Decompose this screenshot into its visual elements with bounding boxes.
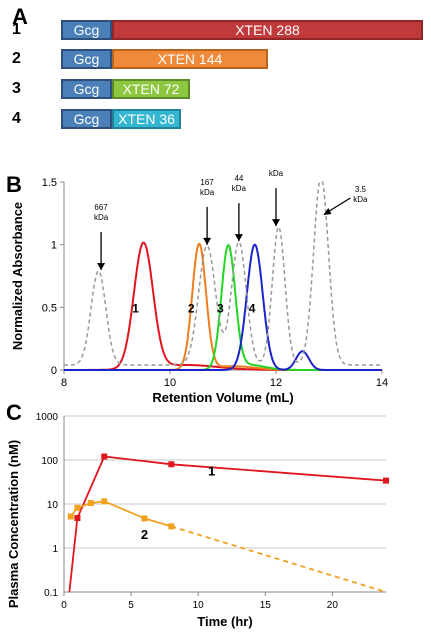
xten-segment: XTEN 144	[112, 49, 268, 69]
marker-label: 167	[200, 178, 214, 187]
series-label: 1	[208, 463, 215, 478]
series-label: 2	[141, 527, 148, 542]
construct-bar: Gcg XTEN 288	[61, 20, 423, 40]
marker-label: kDa	[200, 188, 215, 197]
construct-number: 2	[12, 50, 21, 67]
marker-label: kDa	[269, 170, 284, 178]
y-tick-label: 1	[51, 240, 57, 252]
series-line-1	[68, 455, 387, 593]
construct-number: 1	[12, 21, 21, 38]
peak-label: 2	[188, 301, 195, 315]
x-tick-label: 0	[61, 600, 67, 611]
y-tick-label: 1	[52, 544, 58, 555]
peak-label: 1	[132, 301, 139, 315]
xten-segment: XTEN 72	[112, 79, 190, 99]
x-tick-label: 5	[128, 600, 134, 611]
y-axis-title: Plasma Concentration (nM)	[6, 440, 21, 608]
data-point-1	[168, 461, 175, 468]
data-point-2	[87, 500, 94, 507]
panel-a-letter: A	[12, 4, 28, 29]
data-point-1	[101, 453, 108, 460]
construct-bar: Gcg XTEN 72	[61, 79, 190, 99]
construct-bar: Gcg XTEN 36	[61, 109, 181, 129]
x-axis-title: Time (hr)	[197, 614, 252, 629]
data-point-2	[141, 515, 148, 522]
y-tick-label: 0.5	[42, 302, 57, 314]
x-tick-label: 15	[260, 600, 272, 611]
marker-arrowhead	[323, 208, 332, 215]
xten-segment: XTEN 36	[112, 109, 181, 129]
construct-number: 3	[12, 80, 21, 97]
x-tick-label: 20	[327, 600, 339, 611]
marker-label: kDa	[94, 213, 109, 222]
x-tick-label: 14	[376, 377, 388, 389]
pk-chart: 0.1 1 10 100 1000 0 5 10 15 20 Time (hr) Plasma Con…	[6, 412, 389, 629]
marker-arrowhead	[97, 263, 106, 270]
x-tick-label: 12	[270, 377, 282, 389]
series-curve-4	[64, 243, 382, 371]
gcg-segment: Gcg	[61, 49, 112, 69]
peak-label: 3	[217, 301, 224, 315]
panel-c-letter: C	[6, 400, 22, 425]
marker-arrowhead	[203, 237, 212, 245]
marker-arrowhead	[234, 234, 243, 242]
x-axis-title: Retention Volume (mL)	[152, 390, 293, 405]
data-point-1	[74, 515, 81, 522]
x-tick-label: 10	[193, 600, 205, 611]
marker-label: 44	[234, 174, 243, 183]
marker-label: 3.5	[355, 185, 367, 194]
construct-bar: Gcg XTEN 144	[61, 49, 268, 69]
y-tick-label: 10	[47, 500, 59, 511]
y-tick-label: 0	[51, 365, 57, 377]
y-tick-label: 1.5	[42, 177, 57, 189]
xten-segment: XTEN 288	[112, 20, 423, 40]
data-point-2	[67, 513, 74, 520]
gcg-segment: Gcg	[61, 109, 112, 129]
data-point-1	[383, 477, 389, 484]
y-tick-label: 1000	[36, 412, 59, 423]
panel-b-letter: B	[6, 172, 22, 197]
x-tick-label: 8	[61, 377, 67, 389]
marker-label: 667	[94, 203, 108, 212]
y-tick-label: 100	[41, 456, 58, 467]
y-axis-title: Normalized Absorbance	[10, 202, 25, 350]
data-point-2	[74, 504, 81, 511]
series-line-2	[69, 500, 172, 528]
data-point-2	[101, 498, 108, 505]
construct-number: 4	[12, 110, 21, 127]
series-extrapolation-2	[171, 525, 387, 593]
gcg-segment: Gcg	[61, 20, 112, 40]
standards-curve	[64, 181, 382, 366]
data-point-2	[168, 523, 175, 530]
marker-label: kDa	[232, 184, 247, 193]
marker-label: kDa	[353, 195, 368, 204]
gcg-segment: Gcg	[61, 79, 112, 99]
x-tick-label: 10	[164, 377, 176, 389]
marker-arrowhead	[272, 219, 280, 227]
peak-label: 4	[249, 301, 256, 315]
y-tick-label: 0.1	[44, 588, 58, 599]
